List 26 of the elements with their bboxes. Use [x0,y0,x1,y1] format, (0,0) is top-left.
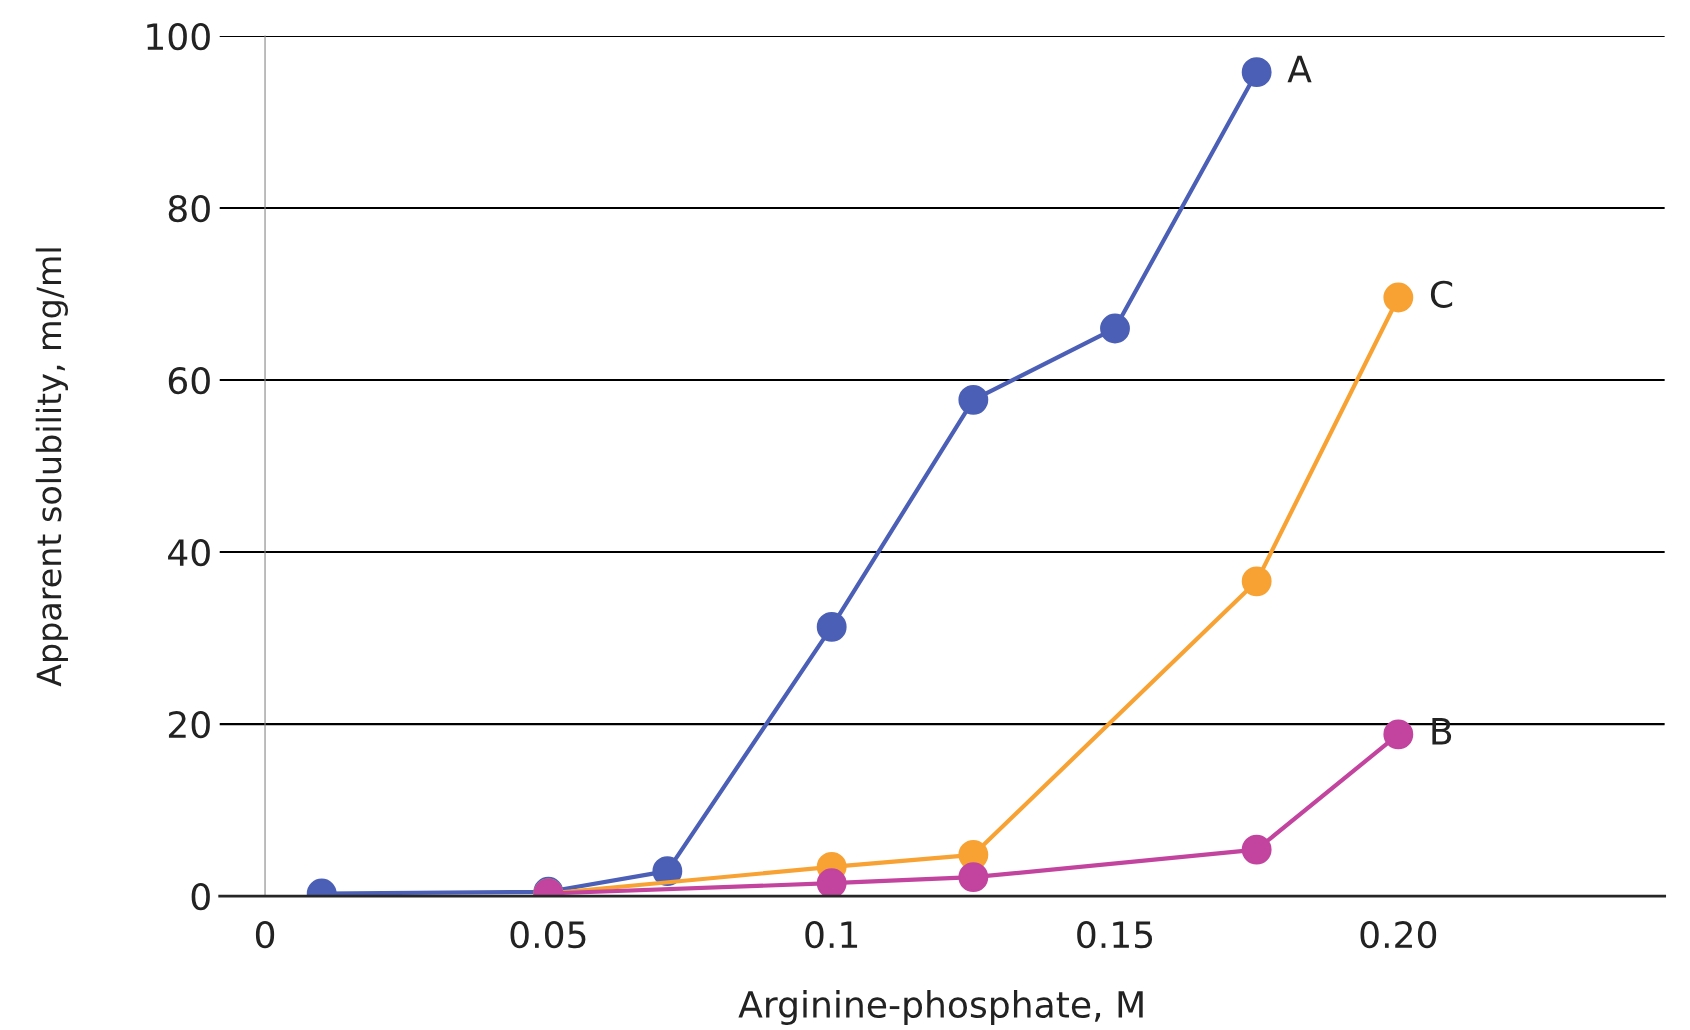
y-axis-title: Apparent solubility, mg/ml [35,248,68,687]
y-tick-label: 60 [168,366,210,395]
point [958,862,989,893]
x-tick-label: 0 [255,921,275,949]
point [1241,57,1272,88]
point [1383,719,1414,750]
point [958,384,989,415]
x-tick-label: 0.15 [1077,921,1153,949]
point [1383,282,1414,313]
x-tick-label: 0.1 [805,921,858,949]
x-axis-title: Arginine-phosphate, M [738,990,1143,1026]
y-tick-label: 0 [191,883,210,911]
point [816,611,847,642]
x-tick-label: 0.20 [1360,921,1437,949]
series-label: B [1432,718,1452,745]
series-label: C [1430,280,1453,308]
y-tick-label: 100 [147,22,210,51]
point [1100,313,1130,344]
point [1241,834,1272,865]
x-tick-label: 0.05 [510,921,586,949]
y-tick-label: 80 [168,194,210,223]
y-tick-label: 20 [168,711,210,739]
y-tick-label: 40 [168,539,210,567]
series-label: A [1287,55,1312,83]
point [1241,566,1272,597]
point [816,868,847,897]
